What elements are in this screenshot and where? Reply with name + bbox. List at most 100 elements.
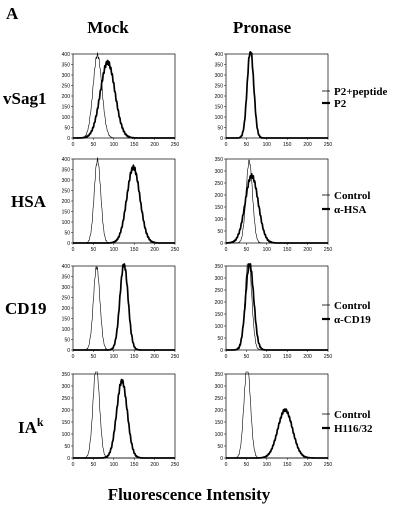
x-tick-label: 250 xyxy=(324,462,333,468)
row-label-iak-main: IA xyxy=(18,418,38,437)
y-tick-label: 100 xyxy=(62,220,71,226)
panel-vsag1-pronase: 0 50 100 150 200 250 0 50 100 150 200 250 300 350 400 xyxy=(215,51,333,148)
x-tick-label: 100 xyxy=(110,462,119,468)
y-tick-label: 100 xyxy=(62,432,71,438)
series-control-line xyxy=(73,266,175,351)
series-p2-peptide-line xyxy=(73,52,175,139)
y-tick-label: 200 xyxy=(62,408,71,414)
y-tick-label: 300 xyxy=(215,169,224,175)
series--hsa-line xyxy=(225,173,329,244)
legend-cd19-stained: α-CD19 xyxy=(334,314,371,326)
y-tick-label: 250 xyxy=(62,83,71,89)
x-tick-label: 0 xyxy=(225,354,228,360)
y-tick-label: 200 xyxy=(62,199,71,205)
x-tick-label: 200 xyxy=(303,247,312,253)
y-tick-label: 300 xyxy=(62,73,71,79)
y-tick-label: 250 xyxy=(62,396,71,402)
x-tick-label: 150 xyxy=(130,462,139,468)
plot-frame xyxy=(72,265,176,351)
y-tick-label: 200 xyxy=(215,408,224,414)
panel-cd19-pronase: 0 50 100 150 200 250 0 50 100 150 200 250 300 350 xyxy=(215,263,333,360)
x-tick-label: 200 xyxy=(303,142,312,148)
y-tick-label: 50 xyxy=(64,444,70,450)
x-tick-label: 100 xyxy=(263,142,272,148)
y-tick-label: 300 xyxy=(62,384,71,390)
x-tick-label: 250 xyxy=(171,462,180,468)
y-tick-label: 0 xyxy=(67,241,70,247)
column-header-mock: Mock xyxy=(87,18,129,37)
x-tick-label: 50 xyxy=(91,142,97,148)
x-tick-label: 200 xyxy=(150,142,159,148)
y-tick-label: 50 xyxy=(217,125,223,131)
x-tick-label: 100 xyxy=(263,247,272,253)
panel-ia-k-pronase: 0 50 100 150 200 250 0 50 100 150 200 250 300 350 xyxy=(215,371,333,468)
y-tick-label: 250 xyxy=(62,188,71,194)
y-tick-label: 150 xyxy=(215,420,224,426)
legend-iak: Control H116/32 xyxy=(322,409,373,435)
x-tick-label: 150 xyxy=(130,142,139,148)
y-tick-label: 150 xyxy=(215,205,224,211)
histogram-panels: 0 50 100 150 200 250 0 50 100 150 200 250 300 350 400 0… xyxy=(62,51,333,468)
x-tick-label: 0 xyxy=(225,462,228,468)
y-tick-label: 200 xyxy=(215,300,224,306)
x-tick-label: 250 xyxy=(324,142,333,148)
x-tick-label: 200 xyxy=(303,462,312,468)
legend-cd19: Control α-CD19 xyxy=(322,300,371,326)
panel-hsa-pronase: 0 50 100 150 200 250 0 50 100 150 200 250 300 350 xyxy=(215,157,333,253)
y-tick-label: 250 xyxy=(215,83,224,89)
plot-frame xyxy=(225,53,329,139)
x-tick-label: 250 xyxy=(171,142,180,148)
y-tick-label: 0 xyxy=(67,348,70,354)
x-tick-label: 150 xyxy=(283,247,292,253)
y-tick-label: 250 xyxy=(215,181,224,187)
x-tick-label: 150 xyxy=(130,354,139,360)
y-tick-label: 50 xyxy=(217,444,223,450)
x-tick-label: 200 xyxy=(303,354,312,360)
y-tick-label: 350 xyxy=(62,62,71,68)
x-tick-label: 100 xyxy=(110,247,119,253)
x-tick-label: 50 xyxy=(244,247,250,253)
x-tick-label: 100 xyxy=(110,354,119,360)
x-tick-label: 250 xyxy=(171,354,180,360)
y-tick-label: 150 xyxy=(62,209,71,215)
y-tick-label: 300 xyxy=(215,384,224,390)
legend-iak-control: Control xyxy=(334,409,370,421)
x-tick-label: 100 xyxy=(110,142,119,148)
x-tick-label: 200 xyxy=(150,354,159,360)
y-tick-label: 350 xyxy=(62,167,71,173)
y-tick-label: 350 xyxy=(215,62,224,68)
y-tick-label: 300 xyxy=(62,178,71,184)
y-tick-label: 400 xyxy=(215,52,224,58)
y-tick-label: 350 xyxy=(215,372,224,378)
y-tick-label: 350 xyxy=(215,264,224,270)
x-tick-label: 100 xyxy=(263,354,272,360)
series-p2-peptide-line xyxy=(226,51,328,139)
x-tick-label: 250 xyxy=(324,247,333,253)
legend-hsa-stained: α-HSA xyxy=(334,204,366,216)
y-tick-label: 150 xyxy=(62,104,71,110)
y-tick-label: 50 xyxy=(64,337,70,343)
x-tick-label: 250 xyxy=(324,354,333,360)
x-tick-label: 50 xyxy=(91,462,97,468)
y-tick-label: 50 xyxy=(64,125,70,131)
series--cd19-line xyxy=(72,263,176,351)
y-tick-label: 50 xyxy=(64,230,70,236)
series-control-line xyxy=(73,157,175,244)
x-tick-label: 150 xyxy=(283,462,292,468)
column-header-pronase: Pronase xyxy=(233,18,292,37)
panel-ia-k-mock: 0 50 100 150 200 250 0 50 100 150 200 250 300 350 xyxy=(62,371,180,468)
row-label-cd19: CD19 xyxy=(5,299,47,318)
x-tick-label: 0 xyxy=(72,247,75,253)
legend-hsa-control: Control xyxy=(334,190,370,202)
legend-cd19-control: Control xyxy=(334,300,370,312)
x-tick-label: 50 xyxy=(244,142,250,148)
series-h116-32-line xyxy=(72,378,176,459)
y-tick-label: 250 xyxy=(215,288,224,294)
y-tick-label: 0 xyxy=(220,136,223,142)
y-tick-label: 200 xyxy=(215,193,224,199)
x-tick-label: 150 xyxy=(130,247,139,253)
x-tick-label: 50 xyxy=(244,354,250,360)
y-tick-label: 50 xyxy=(217,336,223,342)
y-tick-label: 150 xyxy=(215,312,224,318)
